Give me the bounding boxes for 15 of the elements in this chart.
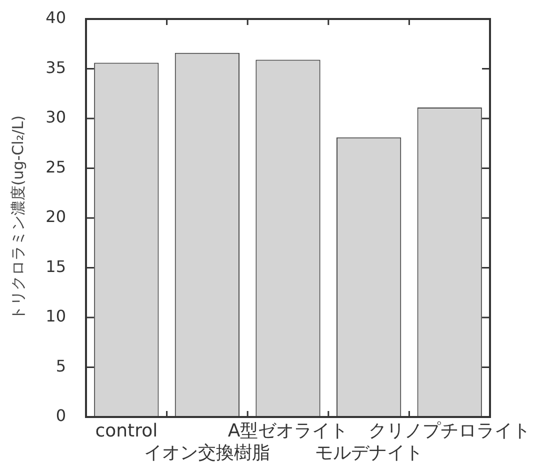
x-tick-label: A型ゼオライト	[228, 420, 348, 442]
y-tick-label: 40	[46, 8, 66, 28]
y-tick-label: 5	[56, 356, 66, 376]
y-tick-label: 15	[46, 256, 66, 276]
y-axis-title: トリクロラミン濃度(ug-Cl₂/L)	[8, 115, 27, 321]
x-tick-label: イオン交換樹脂	[144, 442, 270, 464]
y-tick-label: 30	[46, 108, 66, 127]
x-tick-label: control	[95, 420, 158, 442]
y-tick-label: 35	[46, 58, 66, 77]
y-tick-label: 25	[46, 157, 66, 176]
y-tick-label: 0	[56, 406, 66, 426]
y-tick-label: 10	[46, 306, 66, 326]
y-tick-label: 20	[46, 207, 66, 226]
x-tick-label: モルデナイト	[314, 442, 423, 464]
x-tick-label: クリノプチロライト	[368, 420, 531, 442]
